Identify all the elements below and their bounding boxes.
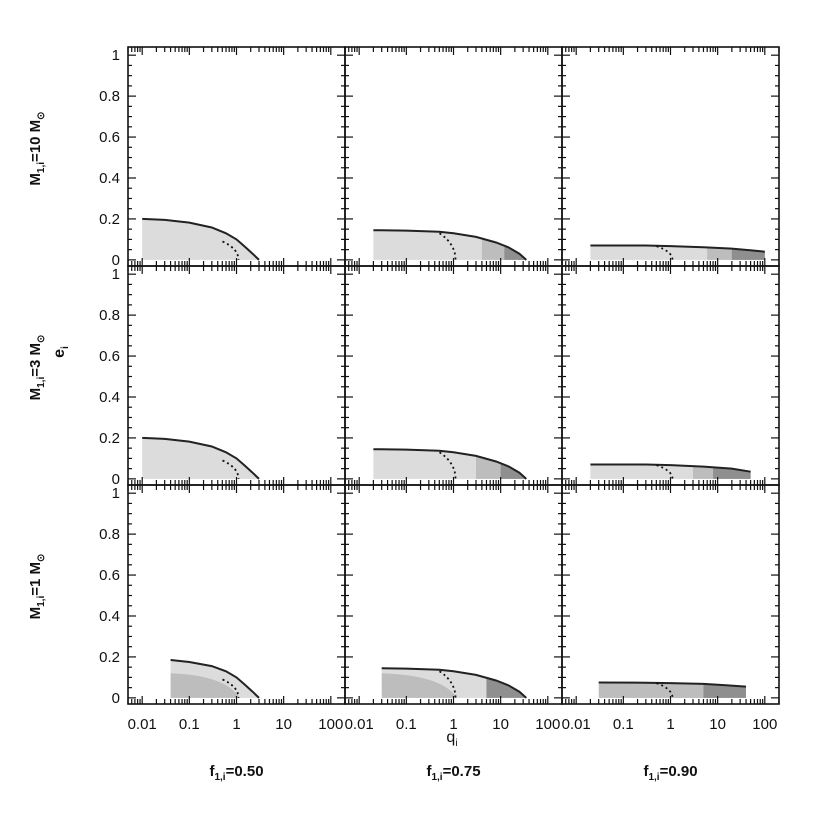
eccentricity-boundary	[381, 667, 527, 699]
eccentricity-boundary	[590, 463, 751, 473]
dark-shade-region	[500, 449, 527, 479]
mid-shade-region	[170, 673, 241, 698]
mid-shade-region	[481, 230, 527, 260]
y-tick-label: 0.6	[99, 567, 120, 584]
row-label: M1,i=10 M⊙	[27, 111, 47, 185]
row-label: M1,i=3 M⊙	[27, 335, 47, 401]
y-tick-label: 1	[112, 47, 120, 64]
row-label: M1,i=1 M⊙	[27, 554, 47, 620]
allowed-region	[142, 218, 259, 260]
y-tick-label: 0.4	[99, 608, 120, 625]
y-tick-label: 0.2	[99, 430, 120, 447]
x-tick-label: 100	[535, 716, 560, 733]
y-tick-label: 0.4	[99, 170, 120, 187]
panel-2-2: 0.01 0.1 1 10 100	[561, 484, 780, 733]
y-tick-label: 0	[112, 471, 120, 488]
eccentricity-boundary	[170, 659, 260, 699]
panel-0-0: 0 0.2 0.4 0.6 0.8 1	[99, 46, 346, 269]
dark-shade-region	[486, 668, 527, 698]
panel-0-1	[344, 46, 563, 267]
eccentricity-boundary	[598, 681, 747, 688]
panel-1-1	[344, 265, 563, 486]
y-axis-title: ei	[51, 346, 71, 358]
x-axis-title: qi	[446, 729, 457, 749]
row-labels: M1,i=10 M⊙ M1,i=3 M⊙ M1,i=1 M⊙	[27, 111, 47, 619]
y-tick-label: 0.8	[99, 526, 120, 543]
y-tick-label: 0.2	[99, 211, 120, 228]
x-tick-label: 1	[232, 716, 240, 733]
dark-shade-region	[504, 230, 527, 260]
column-labels: f1,i=0.50 f1,i=0.75 f1,i=0.90	[209, 763, 697, 783]
x-tick-label: 1	[666, 716, 674, 733]
x-tick-label: 100	[752, 716, 777, 733]
x-tick-label: 1	[449, 716, 457, 733]
y-tick-label: 0	[112, 690, 120, 707]
x-tick-label: 10	[492, 716, 509, 733]
column-label: f1,i=0.90	[643, 763, 697, 783]
panel-1-2	[561, 265, 780, 486]
y-tick-label: 0.2	[99, 649, 120, 666]
y-tick-label: 0.6	[99, 129, 120, 146]
y-tick-label: 0.8	[99, 307, 120, 324]
panel-1-0: 0 0.2 0.4 0.6 0.8 1	[99, 265, 346, 488]
panel-0-2	[561, 46, 780, 267]
y-tick-label: 0.4	[99, 389, 120, 406]
x-tick-label: 0.01	[562, 716, 591, 733]
panel-2-0: 0 0.2 0.4 0.6 0.8 1 0.01 0.1 1 10 100	[99, 484, 346, 733]
eccentricity-boundary	[142, 217, 260, 261]
x-tick-label: 0.1	[396, 716, 417, 733]
panel-frame	[561, 265, 780, 486]
mid-shade-region	[381, 673, 458, 698]
eccentricity-boundary	[142, 436, 260, 480]
dotted-separatrix	[656, 464, 674, 479]
x-tick-label: 0.01	[345, 716, 374, 733]
x-tick-label: 100	[318, 716, 343, 733]
panel-frame	[127, 484, 346, 705]
dotted-separatrix	[656, 682, 674, 698]
x-tick-label: 0.1	[613, 716, 634, 733]
panel-2-1: 0.01 0.1 1 10 100	[344, 484, 563, 733]
x-tick-label: 0.1	[179, 716, 200, 733]
x-tick-label: 10	[275, 716, 292, 733]
panels: 00.20.40.60.8100.20.40.60.8100.20.40.60.…	[99, 46, 780, 733]
mid-shade-region	[598, 682, 746, 698]
allowed-region	[142, 437, 259, 479]
dotted-separatrix	[656, 245, 674, 260]
x-tick-label: 10	[709, 716, 726, 733]
panel-frame	[561, 46, 780, 267]
y-tick-label: 0.8	[99, 88, 120, 105]
column-label: f1,i=0.75	[426, 763, 480, 783]
y-tick-label: 1	[112, 266, 120, 283]
mid-shade-region	[475, 449, 527, 479]
y-tick-label: 1	[112, 485, 120, 502]
eccentricity-boundary	[373, 448, 527, 480]
y-tick-label: 0.6	[99, 348, 120, 365]
eccentricity-boundary	[590, 244, 765, 253]
dark-shade-region	[703, 682, 746, 698]
eccentricity-boundary	[373, 229, 527, 261]
column-label: f1,i=0.50	[209, 763, 263, 783]
x-tick-label: 0.01	[128, 716, 157, 733]
y-tick-label: 0	[112, 252, 120, 269]
panel-frame	[561, 484, 780, 705]
axis-titles: qi ei	[51, 346, 458, 749]
